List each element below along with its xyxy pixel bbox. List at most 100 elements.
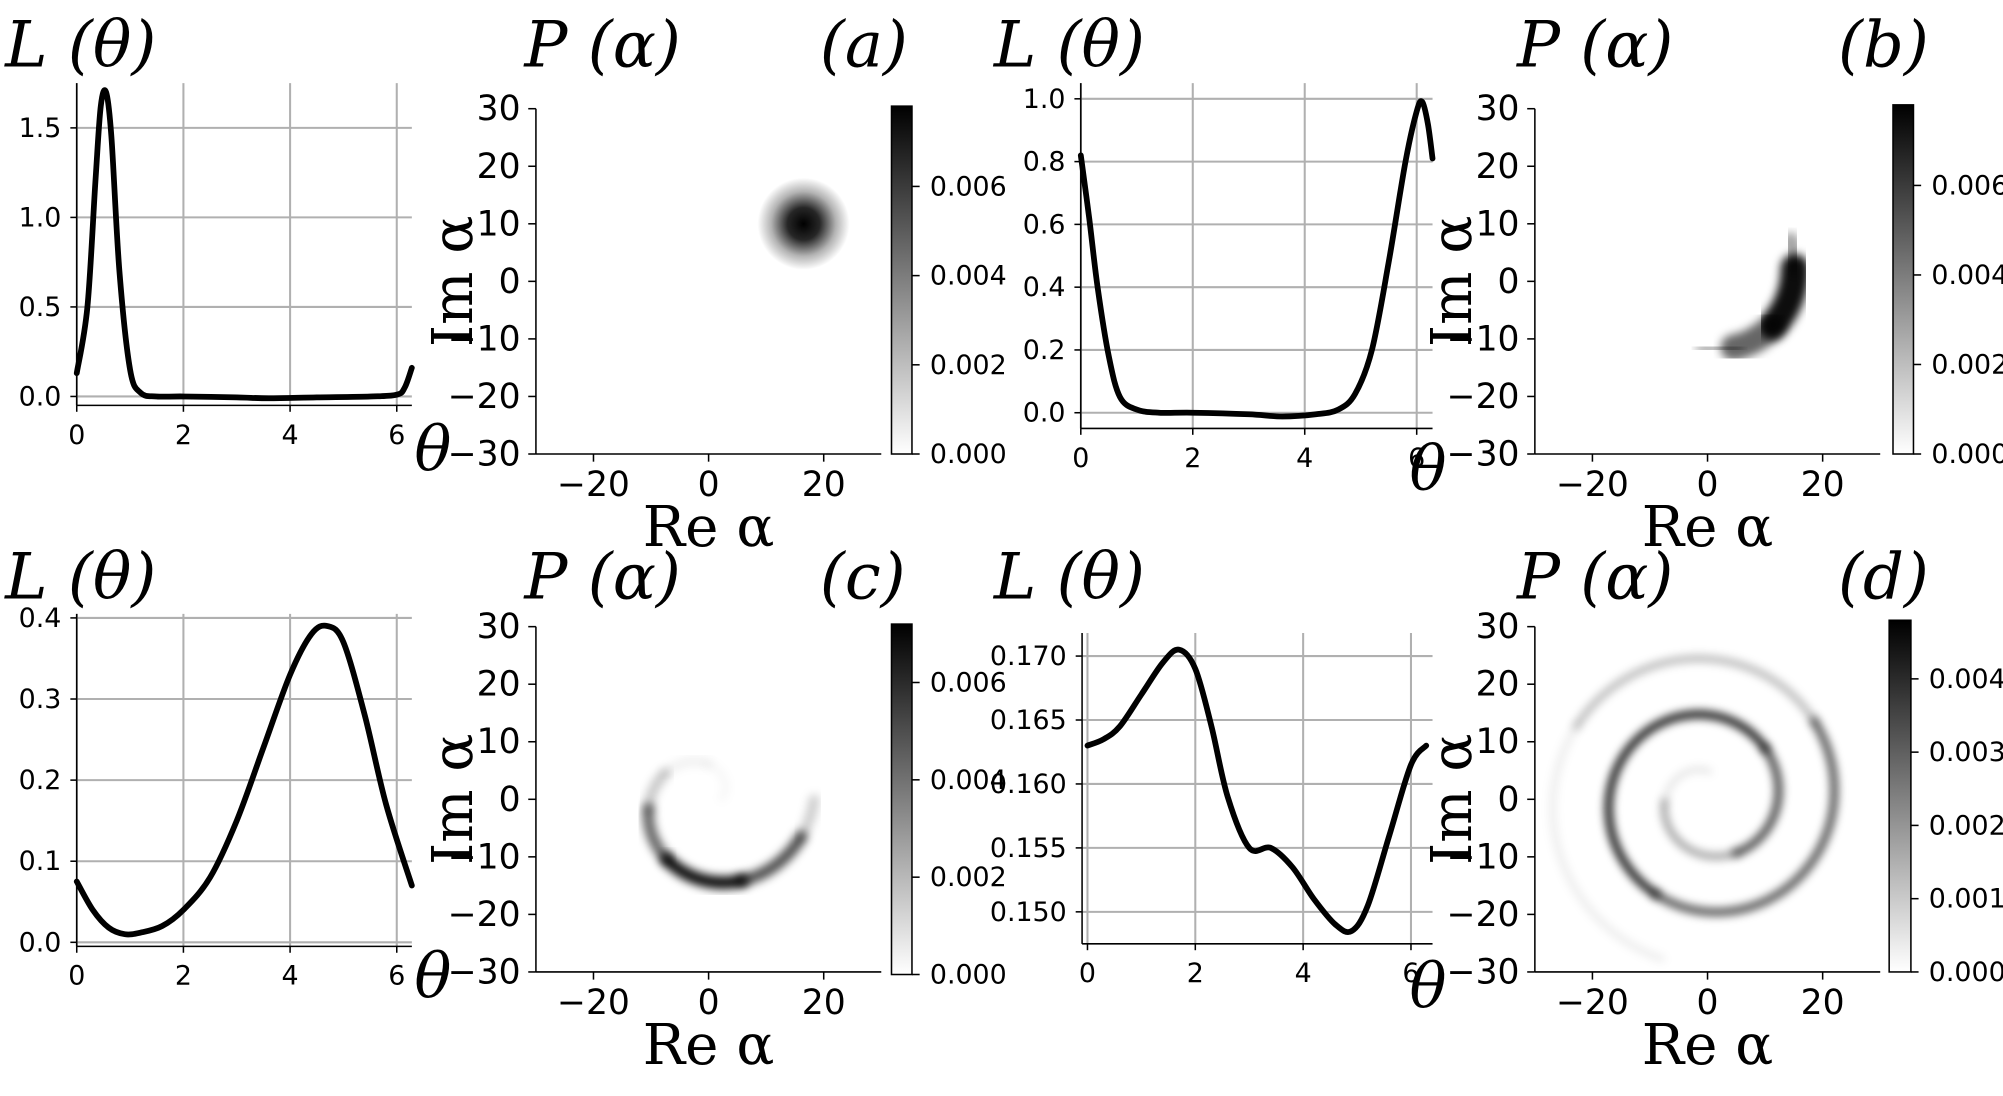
ytick-label: 0.0 [1023, 398, 1066, 429]
xtick-label: 0 [68, 961, 85, 992]
series-line [1084, 646, 1430, 935]
x-axis-label: θ [1410, 952, 1447, 1023]
xtick-label: 0 [1079, 958, 1096, 989]
heatmap-ytick-label: 0 [1498, 262, 1520, 302]
colorbar-tick-label: 0.002 [930, 350, 1007, 381]
xtick-label: 2 [175, 961, 192, 992]
colorbar-tick-label: 0.000 [930, 959, 1007, 990]
colorbar-tick-label: 0.000 [930, 439, 1007, 470]
spiral-arc-3 [1781, 232, 1804, 278]
colorbar-tick-label: 0.002 [1929, 810, 2003, 841]
heatmap-y-axis-label: Im α [421, 216, 486, 347]
colorbar-tick-label: 0.002 [930, 862, 1007, 893]
xtick-label: 2 [175, 420, 192, 451]
heatmap-xtick-label: 20 [802, 983, 846, 1023]
heatmap-x-axis-label: Re α [1642, 1013, 1774, 1078]
panel-label: (b) [1838, 9, 1929, 83]
colorbar-tick-label: 0.001 [1929, 884, 2003, 915]
colorbar: 0.006 0.004 0.002 0.000 [890, 623, 1007, 990]
heatmap-ytick-label: −20 [1447, 377, 1520, 417]
series-line [73, 622, 415, 938]
panel-0: 0.0 0.5 1.0 1.5 0 2 4 6 L (θ) θ 30 20 10 0 −10 −20 −30 −2… [4, 9, 1007, 561]
xtick-label: 6 [388, 420, 405, 451]
colorbar-tick-label: 0.004 [1929, 664, 2003, 695]
heatmap: 30 20 10 0 −10 −20 −30 −20 0 20 Re α Im α P (α) (b) [1420, 9, 1929, 561]
colorbar: 0.006 0.004 0.002 0.000 [1892, 104, 2003, 470]
spiral-arc-3 [1604, 710, 1770, 899]
heatmap-ytick-label: 20 [477, 665, 521, 705]
panel-2: 0.0 0.1 0.2 0.3 0.4 0 2 4 6 L (θ) θ 30 20 10 0 −10 −20 −3… [4, 541, 1007, 1079]
colorbar-gradient [1888, 619, 1912, 973]
ytick-label: 0.1 [19, 846, 62, 877]
line-plot-title: L (θ) [4, 541, 156, 615]
figure-content: 0.00.51.01.50 2 4 6L (θ)θ3020100−10−20−30−2… [4, 9, 2003, 1079]
colorbar-gradient [1892, 104, 1915, 455]
xtick-label: 6 [1402, 958, 1419, 989]
spiral-arc-5 [1573, 655, 1818, 730]
xtick-label: 4 [282, 961, 299, 992]
heatmap-xtick-label: 20 [802, 465, 846, 505]
heatmap: 30 20 10 0 −10 −20 −30 −20 0 20 Re α Im α P (α) (a) [421, 9, 908, 561]
ytick-label: 0.165 [990, 705, 1067, 736]
colorbar-tick-label: 0.004 [930, 261, 1007, 292]
spiral-arc-6 [1549, 723, 1666, 963]
heatmap-y-axis-label: Im α [1420, 734, 1485, 865]
ytick-label: 0.2 [1023, 335, 1066, 366]
line-plot: 0.0 0.2 0.4 0.6 0.8 1.0 0 2 4 6 L (θ) θ [993, 9, 1447, 505]
spiral-arc-1 [1660, 798, 1740, 860]
heatmap-xtick-label: −20 [557, 983, 630, 1023]
panel-label: (d) [1838, 541, 1929, 615]
line-plot: 0.170 0.165 0.160 0.155 0.150 0 2 4 6 L (θ) θ [990, 541, 1447, 1023]
heatmap-ytick-label: −10 [448, 837, 521, 877]
spiral-arc-4 [1652, 717, 1839, 916]
density-plot [1549, 655, 1839, 963]
line-plot-title: L (θ) [993, 541, 1145, 615]
panel-label: (a) [820, 9, 908, 83]
ytick-label: 0.160 [990, 769, 1067, 800]
density-blob [757, 177, 850, 270]
heatmap-ytick-label: 30 [1476, 89, 1520, 129]
heatmap-ytick-label: −20 [448, 895, 521, 935]
ytick-label: 0.8 [1023, 147, 1066, 178]
xtick-label: 2 [1187, 958, 1204, 989]
heatmap-xtick-label: −20 [1556, 465, 1629, 505]
spiral-arc-5 [736, 830, 807, 887]
xtick-label: 6 [388, 961, 405, 992]
heatmap-title: P (α) [1516, 541, 1673, 615]
ytick-label: 0.6 [1023, 209, 1066, 240]
line-plot-title: L (θ) [4, 9, 156, 83]
spiral-arc-0 [708, 764, 726, 798]
line-plot: 0.0 0.1 0.2 0.3 0.4 0 2 4 6 L (θ) θ [4, 541, 451, 1013]
colorbar-tick-label: 0.004 [1931, 260, 2003, 291]
heatmap-ytick-label: −30 [1447, 435, 1520, 475]
heatmap-ytick-label: −30 [448, 952, 521, 992]
ytick-label: 0.170 [990, 641, 1067, 672]
panel-1: 0.0 0.2 0.4 0.6 0.8 1.0 0 2 4 6 L (θ) θ 30 20 10 0 −10 −2… [993, 9, 2003, 561]
ytick-label: 1.0 [1023, 84, 1066, 115]
panel-label: (c) [820, 541, 906, 615]
heatmap-y-axis-label: Im α [421, 734, 486, 865]
series-line [73, 87, 415, 402]
x-axis-label: θ [1410, 434, 1447, 505]
ytick-label: 0.0 [19, 381, 62, 412]
heatmap-xtick-label: −20 [1556, 983, 1629, 1023]
heatmap-ytick-label: −30 [1447, 952, 1520, 992]
colorbar-gradient [890, 623, 913, 976]
colorbar-tick-label: 0.000 [1931, 439, 2003, 470]
heatmap-ytick-label: 20 [1476, 147, 1520, 187]
ytick-label: 0.150 [990, 897, 1067, 928]
heatmap-title: P (α) [523, 9, 680, 83]
line-plot: 0.0 0.5 1.0 1.5 0 2 4 6 L (θ) θ [4, 9, 451, 486]
heatmap-xtick-label: 20 [1801, 983, 1845, 1023]
colorbar: 0.004 0.003 0.002 0.001 0.000 [1888, 619, 2003, 988]
colorbar-tick-label: 0.006 [930, 667, 1007, 698]
panel-3: 0.170 0.165 0.160 0.155 0.150 0 2 4 6 L (θ) θ 30 20 1… [990, 541, 2003, 1079]
heatmap-xtick-label: 0 [1697, 465, 1719, 505]
xtick-label: 4 [1296, 443, 1313, 474]
spiral-arc-6 [796, 794, 820, 842]
heatmap-xtick-label: 0 [698, 983, 720, 1023]
heatmap-ytick-label: 0 [499, 780, 521, 820]
density-plot [642, 756, 820, 890]
colorbar-tick-label: 0.006 [1931, 170, 2003, 201]
heatmap-xtick-label: 20 [1801, 465, 1845, 505]
